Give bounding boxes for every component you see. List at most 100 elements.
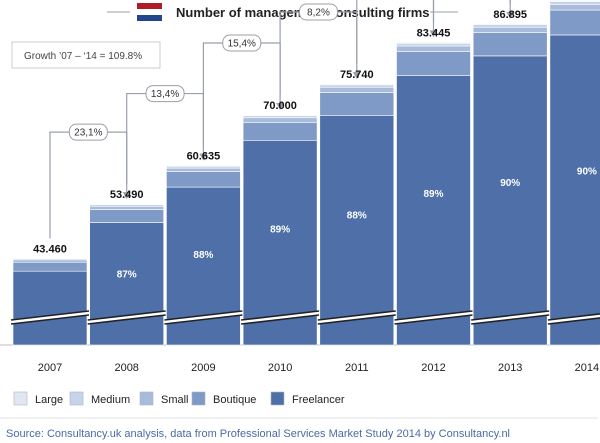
x-axis-ticks: 2007 2008 2009 2010 2011 2012 2013 2014 (38, 362, 599, 374)
x-tick-2014: 2014 (575, 362, 599, 374)
bar-small-2014 (549, 4, 600, 11)
bar-small-2011 (319, 86, 395, 93)
bar-large-2009 (166, 165, 241, 167)
bar-freelancer-2012 (396, 75, 471, 346)
axis-break-line-a-2011 (317, 310, 396, 321)
axis-break-line-b-2007 (10, 314, 90, 325)
growth-note: Growth ’07 – ‘14 = 109.8% (24, 51, 142, 62)
axis-break-line-a-2008 (87, 310, 166, 321)
growth-arrow-6 (506, 11, 515, 19)
growth-label-2: 13,4% (151, 89, 179, 100)
legend-label-freelancer: Freelancer (292, 394, 345, 406)
growth-note-box (11, 41, 161, 69)
total-label-2007: 43.460 (33, 243, 67, 255)
legend-swatch-small (139, 391, 154, 406)
total-label-2012: 83.445 (417, 27, 451, 39)
bar-large-2008 (89, 203, 164, 205)
legend-swatch-boutique (191, 391, 206, 406)
axis-break-line-a-2010 (241, 310, 320, 321)
axis-break-line-a-2007 (10, 310, 90, 321)
bar-freelancer-2007 (12, 270, 88, 346)
axis-break-line-b-2012 (394, 314, 473, 325)
axis-break-2014 (547, 313, 600, 324)
bar-medium-2011 (319, 84, 395, 88)
bar-boutique-2014 (549, 9, 600, 36)
total-label-2008: 53.490 (110, 189, 144, 201)
bar-freelancer-2008 (89, 222, 164, 346)
share-label-2013: 90% (500, 178, 520, 189)
bar-large-2013 (472, 23, 548, 25)
x-tick-2013: 2013 (498, 362, 522, 374)
growth-brackets: 23,1%13,4%15,4%8,2%10,2%4,1%5,0% (49, 0, 515, 239)
bar-small-2012 (396, 45, 471, 52)
bar-medium-2014 (549, 1, 600, 5)
share-label-2012: 89% (423, 189, 443, 200)
legend: Large Medium Small Boutique Freelancer (13, 391, 345, 406)
bar-freelancer-2011 (319, 115, 395, 346)
bar-freelancer-2013 (472, 55, 548, 346)
axis-break-line-a-2009 (164, 310, 243, 321)
total-label-2011: 75.740 (340, 69, 374, 81)
growth-label-3: 15,4% (228, 39, 256, 50)
x-tick-2010: 2010 (268, 362, 292, 374)
x-tick-2012: 2012 (421, 362, 445, 374)
axis-break-2011 (317, 311, 396, 324)
total-label-2010: 70.000 (263, 100, 297, 112)
bar-freelancer-2010 (242, 140, 318, 346)
legend-label-small: Small (161, 394, 189, 406)
growth-box-2 (145, 85, 185, 103)
x-tick-2011: 2011 (345, 362, 369, 374)
growth-box-4 (298, 3, 338, 21)
axis-break-line-b-2011 (317, 314, 396, 325)
growth-label-4: 8,2% (307, 8, 330, 19)
bar-medium-2013 (472, 24, 548, 28)
netherlands-flag-icon (137, 3, 162, 21)
bar-small-2010 (242, 117, 318, 123)
axis-break-line-a-2014 (547, 313, 600, 321)
growth-box-1 (68, 123, 108, 141)
legend-label-boutique: Boutique (213, 394, 256, 406)
x-tick-2007: 2007 (38, 362, 62, 374)
total-label-2009: 60.635 (187, 151, 221, 163)
source-note: Source: Consultancy.uk analysis, data fr… (6, 428, 510, 440)
growth-arrow-2 (199, 153, 208, 161)
growth-label-1: 23,1% (74, 128, 102, 139)
growth-arrow-3 (276, 103, 285, 110)
share-label-2014: 90% (577, 166, 597, 177)
bar-boutique-2009 (166, 171, 241, 188)
bar-small-2009 (166, 167, 241, 172)
legend-swatch-large (13, 391, 28, 406)
growth-arrow-5 (429, 30, 438, 38)
axis-break-line-b-2013 (471, 314, 550, 325)
axis-break-2010 (241, 311, 320, 324)
axis-break-line-b-2009 (164, 314, 243, 325)
bar-medium-2012 (396, 43, 471, 47)
bar-small-2013 (472, 26, 548, 33)
bar-boutique-2011 (319, 92, 395, 116)
growth-arrow-4 (352, 72, 361, 80)
legend-swatch-freelancer (270, 391, 285, 406)
bar-boutique-2010 (242, 122, 318, 141)
share-label-2009: 88% (193, 250, 213, 261)
bar-medium-2010 (242, 115, 318, 119)
bar-large-2010 (242, 114, 318, 117)
axis-break-line-a-2012 (394, 310, 473, 321)
bar-large-2011 (319, 83, 395, 86)
legend-label-medium: Medium (91, 394, 130, 406)
bar-boutique-2012 (396, 51, 471, 76)
axis-break-line-b-2008 (87, 314, 166, 325)
bar-small-2007 (12, 259, 88, 263)
growth-arrow-1 (122, 192, 131, 200)
axis-break-2009 (164, 311, 243, 324)
legend-swatch-medium (69, 391, 84, 406)
axis-break-line-b-2014 (547, 317, 600, 325)
legend-label-large: Large (35, 394, 63, 406)
bars (10, 0, 600, 346)
axis-break-line-b-2010 (241, 314, 320, 325)
axis-break-2012 (394, 311, 473, 324)
bar-labels: 43.460 53.490 87% 60.635 88% 70.000 89% 75.740 8… (33, 9, 597, 281)
growth-box-3 (222, 34, 262, 52)
growth-bracket-4 (279, 11, 358, 95)
axis-break-line-a-2013 (471, 310, 550, 321)
